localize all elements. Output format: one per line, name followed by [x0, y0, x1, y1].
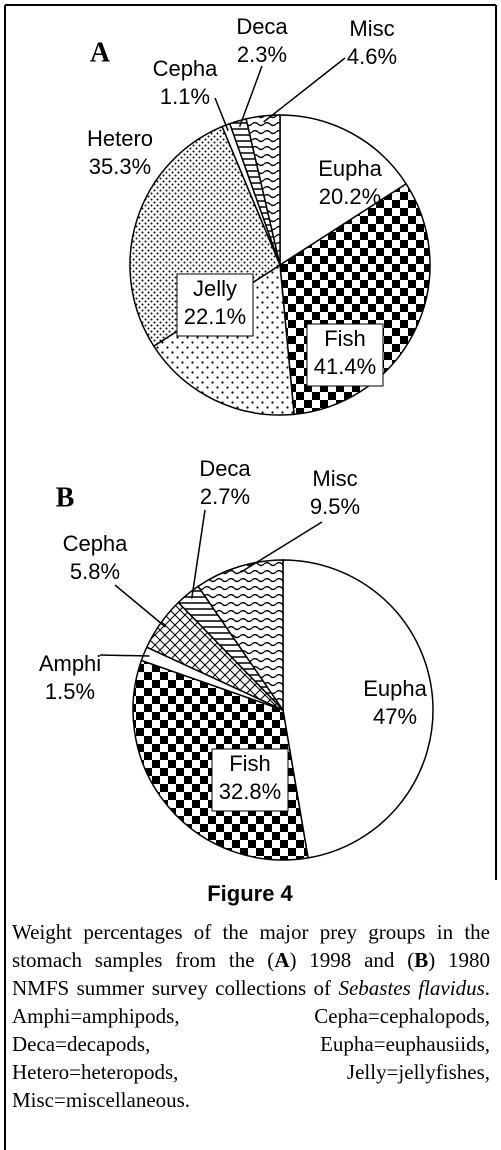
- pie-slice: [152, 263, 295, 416]
- slice-name: Cepha: [153, 56, 219, 81]
- slice-name: Fish: [229, 751, 271, 776]
- slice-name: Jelly: [193, 276, 237, 301]
- slice-name: Amphi: [39, 651, 101, 676]
- label-box: [211, 748, 289, 812]
- slice-value-label: 35.3%: [89, 154, 151, 179]
- slice-name: Misc: [349, 16, 394, 41]
- slice-value-label: 2.3%: [237, 42, 287, 67]
- slice-value-label: 32.8%: [219, 779, 281, 804]
- slice-name: Misc: [312, 466, 357, 491]
- slice-value-label: 22.1%: [184, 304, 246, 329]
- pie-slice: [129, 125, 281, 348]
- label-box: [306, 323, 384, 387]
- caption-text: Weight percentages of the major prey gro…: [12, 920, 490, 972]
- slice-name: Eupha: [318, 156, 382, 181]
- caption-text: Sebastes flavidus: [338, 976, 485, 1000]
- caption-text: ) 1980 NMFS summer survey collections of: [12, 948, 491, 1000]
- slice-name: Deca: [199, 456, 251, 481]
- caption: Weight percentages of the major prey gro…: [12, 918, 490, 1114]
- pie-slice: [279, 114, 408, 267]
- leader-line: [99, 654, 150, 657]
- slice-value-label: 2.7%: [200, 484, 250, 509]
- slice-name: Hetero: [87, 126, 153, 151]
- leader-line: [239, 521, 323, 574]
- leader-line: [238, 65, 263, 128]
- slice-value-label: 1.1%: [160, 84, 210, 109]
- pie-slice: [282, 559, 434, 859]
- slice-value-label: 4.6%: [347, 44, 397, 69]
- pie-slice: [197, 559, 284, 713]
- leader-line: [214, 97, 229, 131]
- caption-text: B: [414, 948, 429, 972]
- panel-label: B: [56, 482, 75, 513]
- caption-text: A: [274, 948, 290, 972]
- pie-slice: [245, 114, 281, 266]
- slice-value-label: 47%: [373, 704, 417, 729]
- slice-value-label: 9.5%: [310, 494, 360, 519]
- slice-name: Cepha: [63, 531, 129, 556]
- panel-label: A: [90, 37, 111, 68]
- slice-value-label: 5.8%: [70, 559, 120, 584]
- caption-text: ) 1998 and (: [289, 948, 415, 972]
- slice-name: Eupha: [363, 676, 427, 701]
- slice-value-label: 41.4%: [314, 354, 376, 379]
- slice-name: Deca: [236, 14, 288, 39]
- slice-value-label: 20.2%: [319, 184, 381, 209]
- leader-line: [263, 57, 346, 123]
- slice-value-label: 1.5%: [45, 679, 95, 704]
- leader-line: [114, 584, 166, 628]
- figure-title: Figure 4: [207, 881, 293, 906]
- leader-line: [190, 509, 206, 599]
- slice-name: Fish: [324, 326, 366, 351]
- caption-text: . Amphi=amphipods, Cepha=cephalopods, De…: [12, 976, 490, 1112]
- label-box: [176, 273, 254, 337]
